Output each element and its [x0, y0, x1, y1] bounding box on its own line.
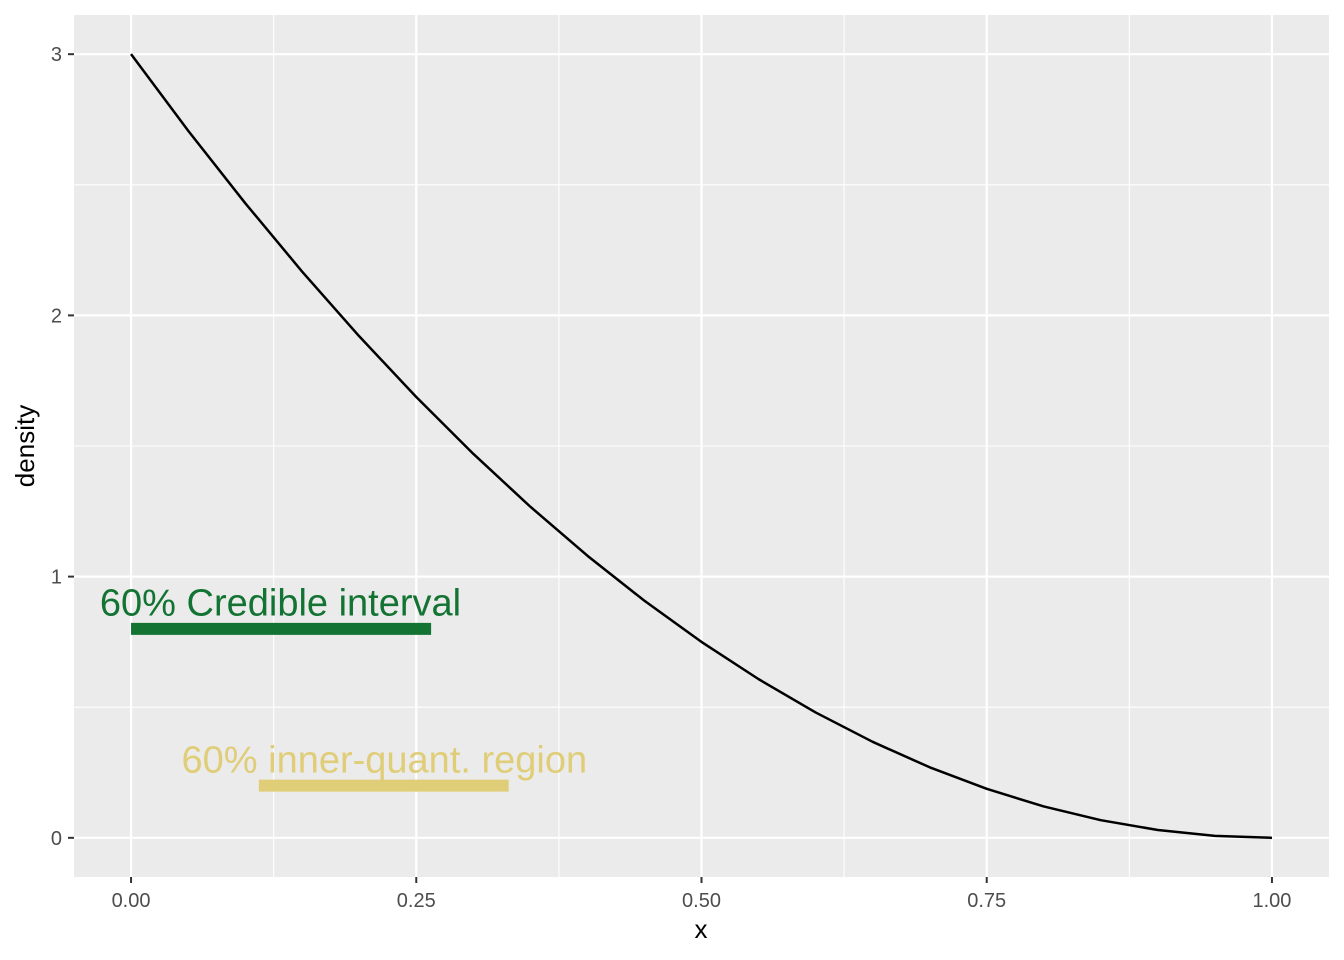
x-tick-label: 0.50	[682, 890, 721, 912]
y-axis: 0 1 2 3	[51, 44, 74, 850]
grid-major	[74, 15, 1329, 877]
x-tick-label: 0.75	[967, 890, 1006, 912]
interval-bars: 60% Credible interval 60% inner-quant. re…	[100, 583, 588, 792]
density-curve	[130, 53, 1272, 840]
x-tick-label: 0.25	[397, 890, 436, 912]
y-tick-label: 2	[51, 305, 62, 327]
y-axis-title: density	[10, 405, 40, 487]
x-tick-label: 0.00	[112, 890, 151, 912]
y-tick-label: 0	[51, 828, 62, 850]
y-tick-label: 3	[51, 44, 62, 66]
x-tick-label: 1.00	[1252, 890, 1291, 912]
x-axis-title: x	[695, 914, 708, 944]
interval-label: 60% inner-quant. region	[182, 739, 588, 781]
y-tick-label: 1	[51, 567, 62, 589]
interval-label: 60% Credible interval	[100, 583, 461, 625]
x-axis: 0.00 0.25 0.50 0.75 1.00	[112, 877, 1291, 912]
density-curve-layer	[130, 53, 1272, 840]
